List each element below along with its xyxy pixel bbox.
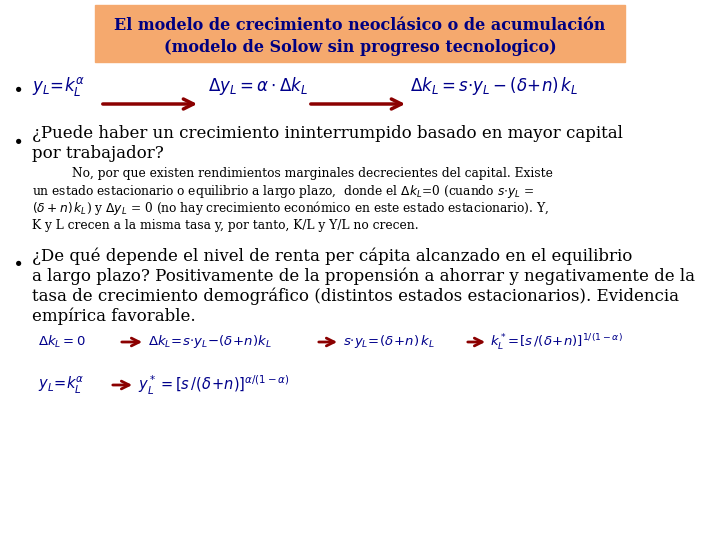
Text: ¿Puede haber un crecimiento ininterrumpido basado en mayor capital: ¿Puede haber un crecimiento ininterrumpi… — [32, 125, 623, 143]
Text: $\bullet$: $\bullet$ — [12, 253, 22, 271]
Text: $(\delta+n)\,k_L$) y $\Delta y_L$ = 0 (no hay crecimiento económico en este esta: $(\delta+n)\,k_L$) y $\Delta y_L$ = 0 (n… — [32, 199, 549, 217]
Text: $s{\cdot}y_L\!=\!(\delta\!+\!n)\,k_L$: $s{\cdot}y_L\!=\!(\delta\!+\!n)\,k_L$ — [343, 334, 435, 350]
Text: $\Delta y_L = \alpha \cdot \Delta k_L$: $\Delta y_L = \alpha \cdot \Delta k_L$ — [208, 75, 308, 97]
Text: empírica favorable.: empírica favorable. — [32, 307, 196, 325]
Text: a largo plazo? Positivamente de la propensión a ahorrar y negativamente de la: a largo plazo? Positivamente de la prope… — [32, 267, 695, 285]
Text: $y_L^* = [s\,/(\delta\!+\!n)]^{\alpha/(1-\alpha)}$: $y_L^* = [s\,/(\delta\!+\!n)]^{\alpha/(1… — [138, 373, 289, 396]
Text: por trabajador?: por trabajador? — [32, 145, 163, 163]
Text: un estado estacionario o equilibrio a largo plazo,  donde el $\Delta k_L$=0 (cua: un estado estacionario o equilibrio a la… — [32, 183, 534, 199]
Text: (modelo de Solow sin progreso tecnologico): (modelo de Solow sin progreso tecnologic… — [163, 38, 557, 56]
Text: $k_L^*\!=\![s\,/(\delta\!+\!n)]^{1/(1-\alpha)}$: $k_L^*\!=\![s\,/(\delta\!+\!n)]^{1/(1-\a… — [490, 332, 623, 352]
Text: $\Delta k_L = s{\cdot}y_L - (\delta\!+\!n)\,k_L$: $\Delta k_L = s{\cdot}y_L - (\delta\!+\!… — [410, 75, 578, 97]
Text: $\Delta k_L = 0$: $\Delta k_L = 0$ — [38, 334, 86, 350]
Text: El modelo de crecimiento neoclásico o de acumulación: El modelo de crecimiento neoclásico o de… — [114, 17, 606, 35]
Text: $y_L\!=\!k_L^{\alpha}$: $y_L\!=\!k_L^{\alpha}$ — [32, 75, 85, 98]
Text: tasa de crecimiento demográfico (distintos estados estacionarios). Evidencia: tasa de crecimiento demográfico (distint… — [32, 287, 679, 305]
Text: $y_L\!=\!k_L^{\alpha}$: $y_L\!=\!k_L^{\alpha}$ — [38, 374, 85, 395]
Text: $\bullet$: $\bullet$ — [12, 79, 22, 97]
Text: K y L crecen a la misma tasa y, por tanto, K/L y Y/L no crecen.: K y L crecen a la misma tasa y, por tant… — [32, 219, 418, 232]
Text: No, por que existen rendimientos marginales decrecientes del capital. Existe: No, por que existen rendimientos margina… — [72, 167, 553, 180]
FancyBboxPatch shape — [95, 5, 625, 62]
Text: ¿De qué depende el nivel de renta per cápita alcanzado en el equilibrio: ¿De qué depende el nivel de renta per cá… — [32, 247, 632, 265]
Text: $\Delta k_L\!=\!s{\cdot}y_L\!-\!(\delta\!+\!n)k_L$: $\Delta k_L\!=\!s{\cdot}y_L\!-\!(\delta\… — [148, 334, 271, 350]
Text: $\bullet$: $\bullet$ — [12, 131, 22, 149]
